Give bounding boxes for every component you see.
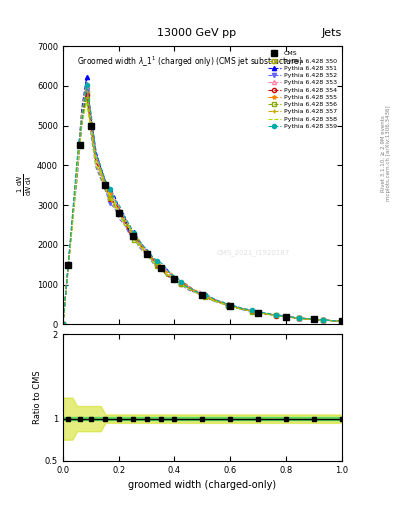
CMS [102,182,107,188]
CMS [340,318,344,324]
Text: Jets: Jets [321,28,342,38]
CMS [66,262,71,268]
CMS [158,265,163,271]
CMS [256,309,261,315]
CMS [130,232,135,239]
Y-axis label: $\frac{1}{\mathrm{d}N}\frac{\mathrm{d}N}{\mathrm{d}\lambda}$: $\frac{1}{\mathrm{d}N}\frac{\mathrm{d}N}… [16,174,34,196]
X-axis label: groomed width (charged-only): groomed width (charged-only) [129,480,276,490]
Text: mcplots.cern.ch [arXiv:1306.3436]: mcplots.cern.ch [arXiv:1306.3436] [386,106,391,201]
Text: Groomed width $\lambda\_1^1$ (charged only) (CMS jet substructure): Groomed width $\lambda\_1^1$ (charged on… [77,54,303,69]
Line: CMS: CMS [66,123,345,324]
Text: 13000 GeV pp: 13000 GeV pp [157,28,236,38]
CMS [228,303,233,309]
CMS [116,210,121,217]
CMS [77,142,82,148]
Text: Rivet 3.1.10, ≥ 2.9M events: Rivet 3.1.10, ≥ 2.9M events [381,115,386,192]
CMS [312,316,316,323]
Text: CMS_2021_I1920187: CMS_2021_I1920187 [217,250,290,257]
Y-axis label: Ratio to CMS: Ratio to CMS [33,371,42,424]
CMS [144,250,149,257]
Legend: CMS, Pythia 6.428 350, Pythia 6.428 351, Pythia 6.428 352, Pythia 6.428 353, Pyt: CMS, Pythia 6.428 350, Pythia 6.428 351,… [266,49,339,131]
CMS [88,122,93,129]
CMS [284,314,288,320]
CMS [172,276,177,282]
CMS [200,292,205,298]
